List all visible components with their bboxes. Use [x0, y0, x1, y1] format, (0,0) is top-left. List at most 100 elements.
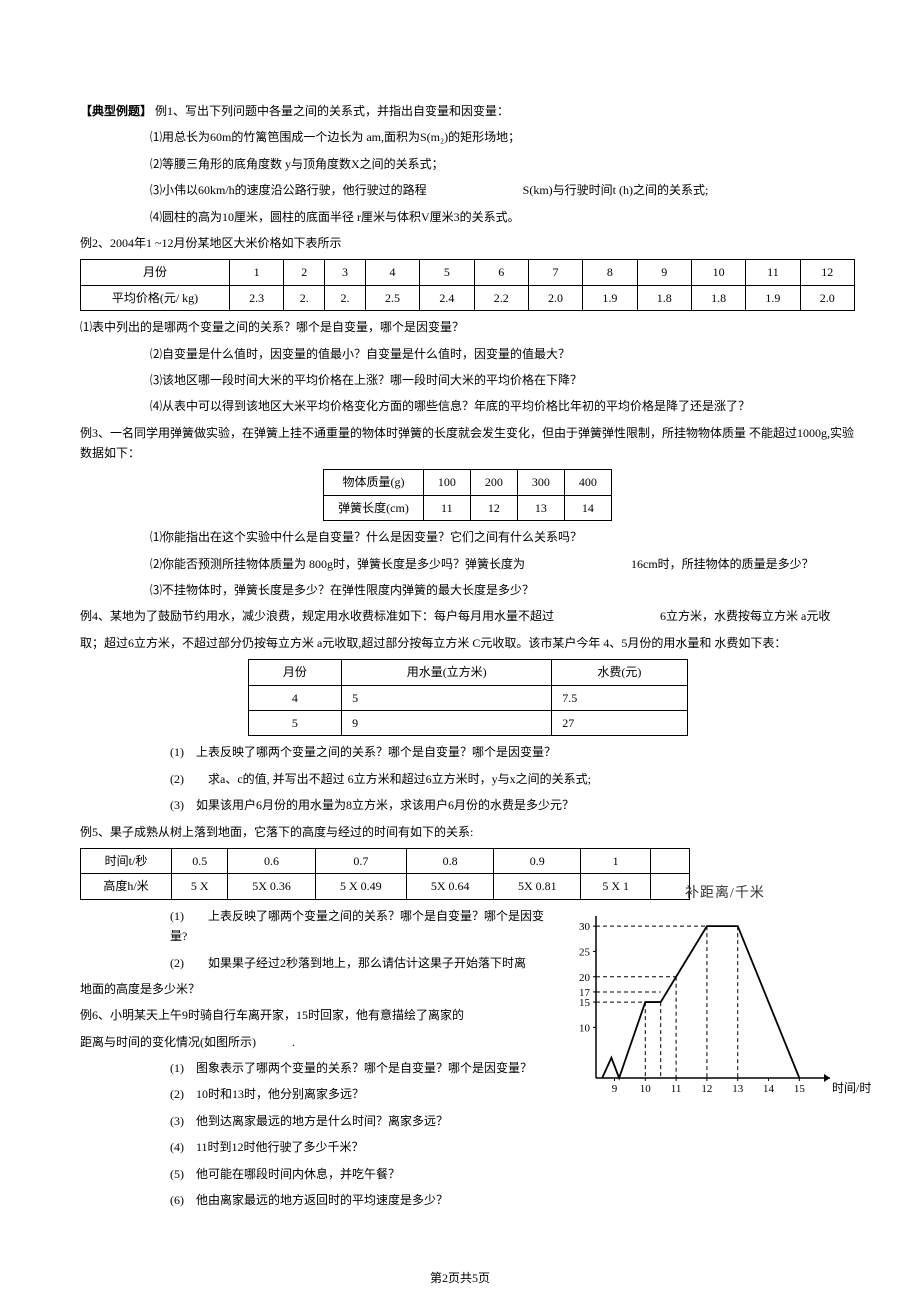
table-cell: 11 — [423, 495, 470, 520]
header-title: 【典型例题】 — [80, 104, 152, 118]
table-cell: 11 — [746, 260, 800, 285]
svg-text:30: 30 — [579, 921, 591, 933]
svg-text:17: 17 — [579, 987, 591, 999]
ex1-item-2: ⑵等腰三角形的底角度数 y与顶角度数X之间的关系式； — [80, 154, 855, 174]
table-cell: 5 — [342, 685, 552, 710]
table-cell: 0.9 — [494, 848, 581, 873]
table-cell: 4 — [248, 685, 342, 710]
table-cell: 2.5 — [365, 285, 419, 310]
table-cell: 0.7 — [315, 848, 407, 873]
table-cell: 7.5 — [552, 685, 687, 710]
table-cell: 5X 0.64 — [407, 874, 494, 899]
ex4-table: 月份 用水量(立方米) 水费(元) 4 5 7.5 5 9 27 — [248, 659, 688, 736]
ex4-l2: 取；超过6立方米，不超过部分仍按每立方米 a元收取,超过部分按每立方米 C元收取… — [80, 633, 855, 653]
table-cell: 2. — [325, 285, 366, 310]
ex4-th3: 水费(元) — [552, 660, 687, 685]
ex5-q2b: 地面的高度是多少米？ — [80, 979, 560, 999]
table-cell: 2.3 — [230, 285, 284, 310]
svg-text:14: 14 — [763, 1083, 775, 1095]
table-cell: 1 — [581, 848, 651, 873]
ex6-q1: (1) 图象表示了哪两个变量的关系？哪个是自变量？哪个是因变量？ — [80, 1058, 560, 1078]
ex2-q1: ⑴表中列出的是哪两个变量之间的关系？哪个是自变量，哪个是因变量？ — [80, 317, 855, 337]
table-cell: 9 — [342, 710, 552, 735]
ex3-q2b: 16cm时，所挂物体的质量是多少？ — [631, 557, 814, 571]
ex1-intro: 例1、写出下列问题中各量之间的关系式，并指出自变量和因变量： — [155, 104, 509, 118]
table-cell: 5X 0.36 — [228, 874, 315, 899]
chart-title: 补距离/千米 — [560, 882, 890, 906]
table-cell: 4 — [365, 260, 419, 285]
table-cell: 0.8 — [407, 848, 494, 873]
table-cell: 8 — [583, 260, 637, 285]
svg-text:25: 25 — [579, 946, 591, 958]
svg-text:11: 11 — [671, 1083, 682, 1095]
ex2-th-price: 平均价格(元/ kg) — [81, 285, 230, 310]
ex6-q5: (5) 他可能在哪段时间内休息，并吃午餐？ — [80, 1164, 560, 1184]
ex2-th-month: 月份 — [81, 260, 230, 285]
ex4-q1: (1) 上表反映了哪两个变量之间的关系？哪个是自变量？哪个是因变量？ — [80, 742, 855, 762]
table-cell: 5 X 0.49 — [315, 874, 407, 899]
ex5-th2: 高度h/米 — [81, 874, 172, 899]
table-cell: 5 X — [172, 874, 228, 899]
svg-text:12: 12 — [701, 1083, 712, 1095]
svg-text:13: 13 — [732, 1083, 744, 1095]
table-cell: 1.8 — [637, 285, 691, 310]
page-footer: 第2页共5页 — [0, 1268, 920, 1288]
table-cell: 27 — [552, 710, 687, 735]
table-cell: 1.9 — [583, 285, 637, 310]
svg-text:9: 9 — [612, 1083, 618, 1095]
ex1-item-4: ⑷圆柱的高为10厘米，圆柱的底面半径 r厘米与体积V厘米3的关系式。 — [80, 207, 855, 227]
table-cell: 2.0 — [528, 285, 582, 310]
ex6-q6: (6) 他由离家最远的地方返回时的平均速度是多少？ — [80, 1190, 560, 1210]
table-cell: 12 — [800, 260, 854, 285]
table-cell: 10 — [691, 260, 745, 285]
ex4-th2: 用水量(立方米) — [342, 660, 552, 685]
ex3-th-mass: 物体质量(g) — [324, 470, 424, 495]
table-cell: 9 — [637, 260, 691, 285]
ex6-l2: 距离与时间的变化情况(如图所示) . — [80, 1032, 560, 1052]
table-cell — [651, 848, 690, 873]
table-cell: 2.0 — [800, 285, 854, 310]
svg-text:10: 10 — [579, 1022, 591, 1034]
ex6-q4: (4) 11时到12时他行驶了多少千米？ — [80, 1137, 560, 1157]
ex3-intro: 例3、一名同学用弹簧做实验，在弹簧上挂不通重量的物体时弹簧的长度就会发生变化，但… — [80, 423, 855, 464]
table-cell: 5 — [248, 710, 342, 735]
table-cell: 100 — [423, 470, 470, 495]
ex6-q3: (3) 他到达离家最远的地方是什么时间？离家多远？ — [80, 1111, 560, 1131]
ex1-item-1: ⑴用总长为60m的竹篱笆围成一个边长为 am,面积为S(m₂)的矩形场地； — [80, 127, 855, 147]
table-cell: 0.5 — [172, 848, 228, 873]
ex4-q3: (3) 如果该用户6月份的用水量为8立方米，求该用户6月份的水费是多少元？ — [80, 795, 855, 815]
table-cell: 12 — [470, 495, 517, 520]
ex2-q4: ⑷从表中可以得到该地区大米平均价格变化方面的哪些信息？年底的平均价格比年初的平均… — [80, 396, 855, 416]
ex6-l1: 例6、小明某天上午9时骑自行车离开家，15时回家，他有意描绘了离家的 — [80, 1005, 560, 1025]
ex2-q3: ⑶该地区哪一段时间大米的平均价格在上涨？哪一段时间大米的平均价格在下降？ — [80, 370, 855, 390]
ex3-q2a: ⑵你能否预测所挂物体质量为 800g时，弹簧长度是多少吗？弹簧长度为 — [150, 557, 525, 571]
ex3-table: 物体质量(g) 100 200 300 400 弹簧长度(cm) 11 12 1… — [323, 469, 612, 521]
svg-text:15: 15 — [794, 1083, 806, 1095]
ex3-q1: ⑴你能指出在这个实验中什么是自变量？什么是因变量？它们之间有什么关系吗？ — [80, 527, 855, 547]
table-cell: 200 — [470, 470, 517, 495]
ex2-table: 月份 1 2 3 4 5 6 7 8 9 10 11 12 平均价格(元/ kg… — [80, 259, 855, 311]
ex4-q2: (2) 求a、c的值, 并写出不超过 6立方米和超过6立方米时，y与x之间的关系… — [80, 769, 855, 789]
ex4-th1: 月份 — [248, 660, 342, 685]
table-cell: 1.8 — [691, 285, 745, 310]
ex3-q3: ⑶不挂物体时，弹簧长度是多少？在弹性限度内弹簧的最大长度是多少？ — [80, 580, 855, 600]
ex5-q1: (1) 上表反映了哪两个变量之间的关系？哪个是自变量？哪个是因变量? — [80, 906, 560, 947]
table-cell: 13 — [517, 495, 564, 520]
table-cell: 0.6 — [228, 848, 315, 873]
table-cell: 400 — [564, 470, 611, 495]
ex4-l1: 例4、某地为了鼓励节约用水，减少浪费，规定用水收费标准如下：每户每月用水量不超过… — [80, 606, 855, 626]
table-cell: 5 — [420, 260, 474, 285]
table-cell: 1.9 — [746, 285, 800, 310]
ex6-q2: (2) 10时和13时，他分别离家多远？ — [80, 1084, 560, 1104]
table-cell: 1 — [230, 260, 284, 285]
table-cell: 7 — [528, 260, 582, 285]
ex5-q2: (2) 如果果子经过2秒落到地上，那么请估计这果子开始落下时离 — [80, 953, 560, 973]
ex3-th-len: 弹簧长度(cm) — [324, 495, 424, 520]
table-cell: 300 — [517, 470, 564, 495]
table-cell: 6 — [474, 260, 528, 285]
ex2-intro: 例2、2004年1 ~12月份某地区大米价格如下表所示 — [80, 233, 855, 253]
table-cell: 14 — [564, 495, 611, 520]
ex2-q2: ⑵自变量是什么值时，因变量的值最小？自变量是什么值时，因变量的值最大？ — [80, 344, 855, 364]
ex5-th1: 时间t/秒 — [81, 848, 172, 873]
svg-text:时间/时: 时间/时 — [832, 1081, 871, 1095]
